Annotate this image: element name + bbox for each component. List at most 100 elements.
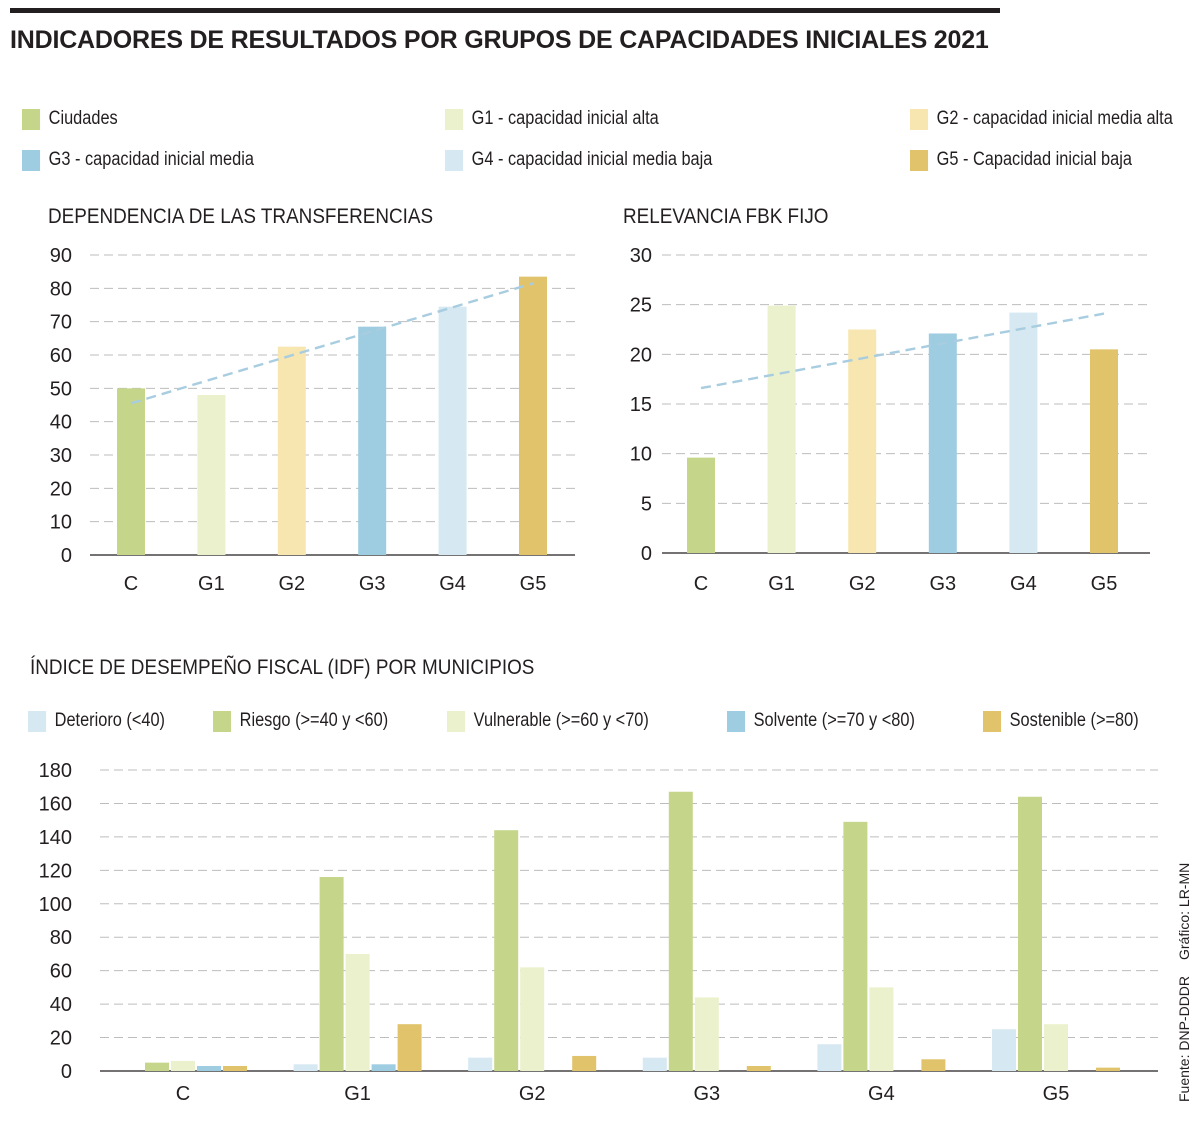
x-tick-label: G5	[1043, 1083, 1070, 1105]
chart-title-idf: ÍNDICE DE DESEMPEÑO FISCAL (IDF) POR MUN…	[30, 656, 535, 679]
legend-swatch	[445, 108, 464, 130]
y-tick-label: 180	[39, 760, 72, 782]
y-tick-label: 20	[50, 1028, 72, 1050]
bar	[817, 1044, 842, 1071]
legend-item-sostenible: Sostenible (>=80)	[983, 710, 1139, 732]
y-tick-label: 40	[50, 994, 72, 1016]
y-tick-label: 30	[50, 445, 72, 467]
legend-swatch	[445, 149, 464, 171]
x-tick-label: G5	[1091, 573, 1118, 595]
bar	[293, 1064, 318, 1071]
chart-title-fbk: RELEVANCIA FBK FIJO	[623, 205, 829, 228]
x-tick-label: G5	[520, 573, 547, 595]
legend-label: Sostenible (>=80)	[1009, 710, 1139, 731]
legend-item-ciudades: Ciudades	[22, 108, 118, 130]
y-tick-label: 10	[630, 444, 652, 466]
legend-swatch	[910, 108, 929, 130]
legend-item-vulnerable: Vulnerable (>=60 y <70)	[447, 710, 649, 732]
legend-label: G2 - capacidad inicial media alta	[936, 108, 1173, 129]
bar	[767, 305, 796, 553]
y-tick-label: 15	[630, 394, 652, 416]
x-tick-label: G4	[868, 1083, 895, 1105]
legend-item-g4: G4 - capacidad inicial media baja	[445, 149, 712, 171]
y-tick-label: 0	[641, 543, 652, 565]
legend-label: G3 - capacidad inicial media	[48, 149, 254, 170]
bar	[746, 1065, 771, 1071]
legend-item-deterioro: Deterioro (<40)	[28, 710, 165, 732]
bar	[319, 877, 344, 1071]
x-tick-label: G3	[693, 1083, 720, 1105]
legend-item-riesgo: Riesgo (>=40 y <60)	[213, 710, 388, 732]
y-tick-label: 10	[50, 512, 72, 534]
chart-title-dependencia: DEPENDENCIA DE LAS TRANSFERENCIAS	[48, 205, 434, 228]
bar	[1009, 312, 1038, 553]
legend-item-g2: G2 - capacidad inicial media alta	[910, 108, 1173, 130]
credit-fuente: Fuente: DNP-DDDR	[1176, 975, 1192, 1102]
legend-item-g3: G3 - capacidad inicial media	[22, 149, 254, 171]
bar	[197, 395, 226, 555]
y-tick-label: 20	[630, 344, 652, 366]
legend-label: Riesgo (>=40 y <60)	[239, 710, 389, 731]
bar	[197, 1065, 221, 1071]
bar	[694, 997, 719, 1071]
legend-swatch	[22, 108, 41, 130]
legend-label: Vulnerable (>=60 y <70)	[473, 710, 649, 731]
bar	[848, 329, 877, 553]
bar	[494, 830, 519, 1071]
y-tick-label: 5	[641, 493, 652, 515]
legend-swatch	[22, 149, 41, 171]
trend-line	[130, 282, 534, 405]
x-tick-label: G3	[359, 573, 386, 595]
bar	[1090, 349, 1118, 553]
legend-label: G5 - Capacidad inicial baja	[936, 149, 1132, 170]
y-tick-label: 80	[50, 927, 72, 949]
y-tick-label: 90	[50, 245, 72, 267]
legend-label: G4 - capacidad inicial media baja	[471, 149, 713, 170]
page-title: INDICADORES DE RESULTADOS POR GRUPOS DE …	[10, 26, 989, 54]
bar	[438, 306, 467, 555]
bar	[572, 1055, 597, 1071]
bar	[371, 1064, 396, 1071]
x-tick-label: C	[124, 573, 138, 595]
y-tick-label: 0	[61, 1061, 72, 1083]
y-tick-label: 120	[39, 860, 72, 882]
x-tick-label: G1	[198, 573, 225, 595]
x-tick-label: G1	[768, 573, 795, 595]
x-tick-label: G2	[849, 573, 876, 595]
y-tick-label: 80	[50, 278, 72, 300]
y-tick-label: 25	[630, 295, 652, 317]
bar	[1044, 1024, 1068, 1071]
bar	[642, 1057, 667, 1071]
legend-item-g1: G1 - capacidad inicial alta	[445, 108, 659, 130]
y-tick-label: 140	[39, 827, 72, 849]
bar	[869, 987, 894, 1071]
bar	[358, 326, 387, 555]
legend-swatch	[727, 710, 746, 732]
legend-swatch	[910, 149, 929, 171]
y-tick-label: 60	[50, 345, 72, 367]
bar	[921, 1059, 946, 1071]
y-tick-label: 60	[50, 961, 72, 983]
x-tick-label: G2	[519, 1083, 546, 1105]
legend-swatch	[983, 710, 1002, 732]
legend-item-g5: G5 - Capacidad inicial baja	[910, 149, 1132, 171]
y-tick-label: 20	[50, 478, 72, 500]
y-tick-label: 70	[50, 312, 72, 334]
top-rule	[10, 8, 1000, 13]
x-tick-label: G3	[929, 573, 956, 595]
x-tick-label: G1	[344, 1083, 371, 1105]
bar	[171, 1060, 195, 1071]
legend-item-solvente: Solvente (>=70 y <80)	[727, 710, 915, 732]
bar	[1096, 1067, 1120, 1071]
bar	[843, 821, 868, 1071]
y-tick-label: 40	[50, 412, 72, 434]
bar	[1018, 796, 1042, 1071]
legend-swatch	[213, 710, 232, 732]
x-tick-label: C	[694, 573, 708, 595]
y-tick-label: 100	[39, 894, 72, 916]
y-tick-label: 160	[39, 793, 72, 815]
legend-swatch	[447, 710, 466, 732]
x-tick-label: G2	[278, 573, 305, 595]
bar	[928, 333, 957, 553]
